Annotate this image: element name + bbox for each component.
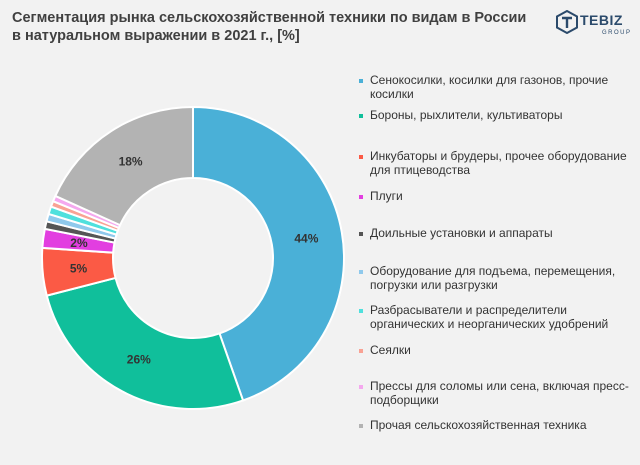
donut-slice-9 — [54, 105, 194, 227]
legend-marker-6 — [359, 309, 363, 313]
legend-marker-8 — [359, 385, 363, 389]
legend-label-8: Прессы для соломы или сена, включая прес… — [370, 379, 629, 407]
slice-label-2: 5% — [70, 262, 88, 276]
slice-label-3: 2% — [70, 236, 88, 250]
legend-marker-9 — [359, 424, 363, 428]
slice-label-9: 18% — [119, 154, 143, 168]
legend-marker-1 — [359, 114, 363, 118]
tebiz-logo-icon — [556, 10, 578, 34]
legend-label-2: Инкубаторы и брудеры, прочее оборудовани… — [370, 149, 627, 177]
legend-label-1: Бороны, рыхлители, культиваторы — [370, 108, 563, 122]
legend-label-5: Оборудование для подъема, перемещения, п… — [370, 264, 616, 292]
legend-label-7: Сеялки — [370, 343, 411, 357]
logo-subtitle: GROUP — [602, 30, 632, 36]
brand-logo: TEBIZ GROUP — [556, 10, 630, 40]
legend-marker-0 — [359, 79, 363, 83]
legend-label-6: Разбрасыватели и распределители органиче… — [370, 303, 609, 331]
legend-label-9: Прочая сельскохозяйственная техника — [370, 418, 587, 432]
legend-marker-2 — [359, 155, 363, 159]
slice-label-1: 26% — [127, 352, 151, 366]
legend-marker-7 — [359, 349, 363, 353]
legend-label-0: Сенокосилки, косилки для газонов, прочие… — [370, 73, 609, 101]
legend-label-3: Плуги — [370, 189, 403, 203]
donut-slice-1 — [45, 276, 245, 410]
slice-label-0: 44% — [294, 232, 318, 246]
legend-label-4: Доильные установки и аппараты — [370, 226, 553, 240]
logo-wordmark: TEBIZ — [580, 12, 623, 28]
legend-marker-4 — [359, 232, 363, 236]
donut-slice-0 — [192, 105, 345, 402]
legend-marker-5 — [359, 270, 363, 274]
chart-title: Сегментация рынка сельскохозяйственной т… — [12, 10, 527, 44]
legend-marker-3 — [359, 195, 363, 199]
